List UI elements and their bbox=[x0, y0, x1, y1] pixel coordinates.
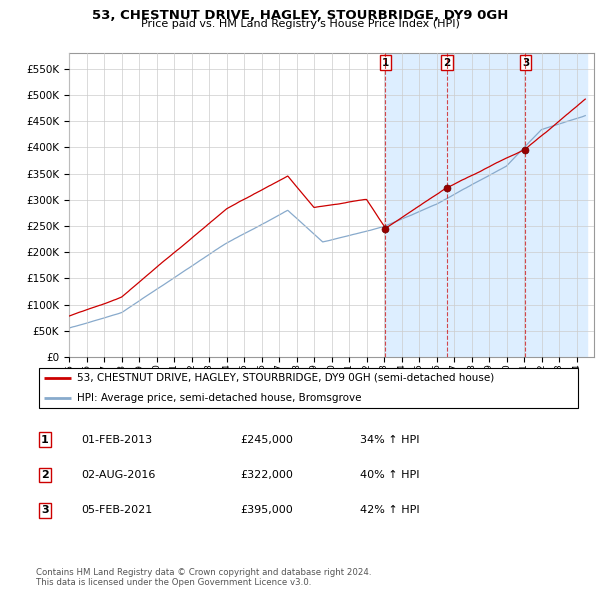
Bar bbox=[526, 53, 587, 357]
Text: £322,000: £322,000 bbox=[240, 470, 293, 480]
Text: 3: 3 bbox=[41, 506, 49, 515]
Bar bbox=[447, 53, 526, 357]
Bar bbox=[385, 53, 447, 357]
Text: 05-FEB-2021: 05-FEB-2021 bbox=[81, 506, 152, 515]
Text: 1: 1 bbox=[41, 435, 49, 444]
Text: 40% ↑ HPI: 40% ↑ HPI bbox=[360, 470, 419, 480]
Text: 53, CHESTNUT DRIVE, HAGLEY, STOURBRIDGE, DY9 0GH: 53, CHESTNUT DRIVE, HAGLEY, STOURBRIDGE,… bbox=[92, 9, 508, 22]
FancyBboxPatch shape bbox=[39, 368, 578, 408]
Text: 2: 2 bbox=[443, 58, 451, 67]
Text: HPI: Average price, semi-detached house, Bromsgrove: HPI: Average price, semi-detached house,… bbox=[77, 393, 361, 403]
Text: 2: 2 bbox=[41, 470, 49, 480]
Text: Price paid vs. HM Land Registry's House Price Index (HPI): Price paid vs. HM Land Registry's House … bbox=[140, 19, 460, 30]
Text: 1: 1 bbox=[382, 58, 389, 67]
Text: 3: 3 bbox=[522, 58, 529, 67]
Text: Contains HM Land Registry data © Crown copyright and database right 2024.
This d: Contains HM Land Registry data © Crown c… bbox=[36, 568, 371, 587]
Text: 42% ↑ HPI: 42% ↑ HPI bbox=[360, 506, 419, 515]
Text: 34% ↑ HPI: 34% ↑ HPI bbox=[360, 435, 419, 444]
Text: £245,000: £245,000 bbox=[240, 435, 293, 444]
Text: 53, CHESTNUT DRIVE, HAGLEY, STOURBRIDGE, DY9 0GH (semi-detached house): 53, CHESTNUT DRIVE, HAGLEY, STOURBRIDGE,… bbox=[77, 373, 494, 383]
Text: £395,000: £395,000 bbox=[240, 506, 293, 515]
Text: 01-FEB-2013: 01-FEB-2013 bbox=[81, 435, 152, 444]
Text: 02-AUG-2016: 02-AUG-2016 bbox=[81, 470, 155, 480]
